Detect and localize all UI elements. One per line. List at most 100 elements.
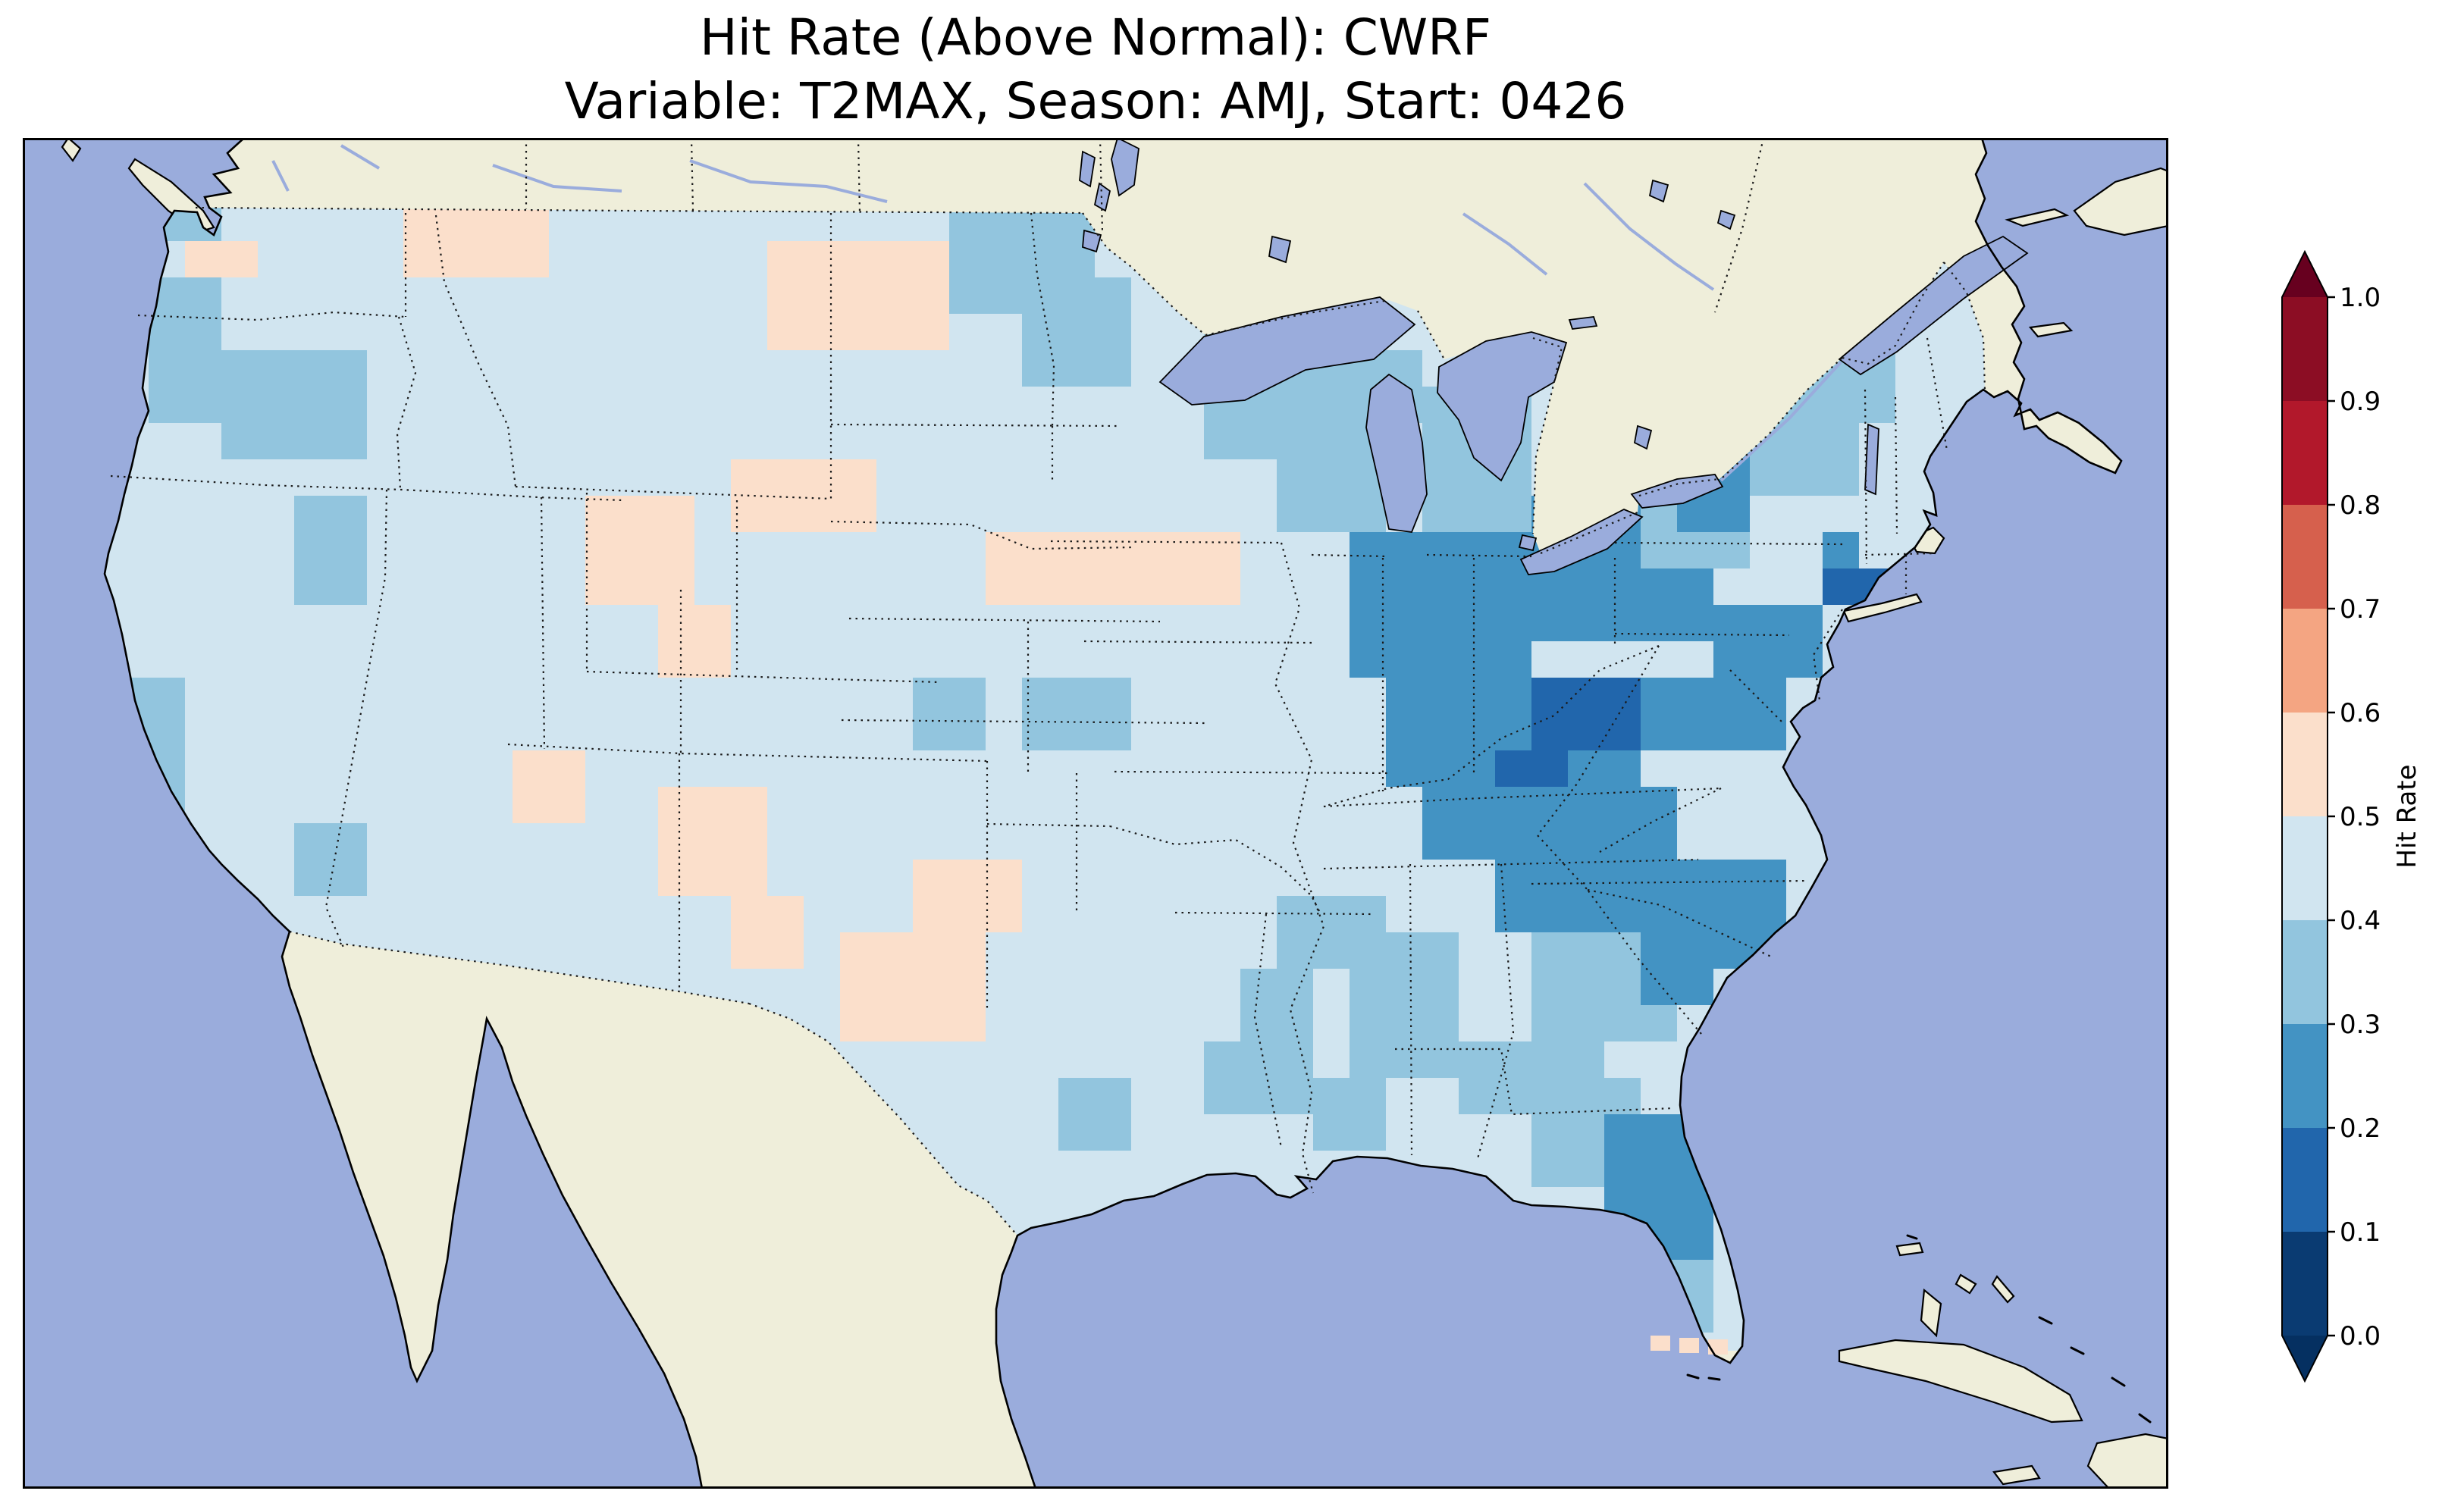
lake-nipissing bbox=[1568, 316, 1598, 330]
lake-simcoe bbox=[1633, 424, 1653, 450]
lake-superior bbox=[1158, 296, 1416, 406]
hit-rate-cell-patch bbox=[1495, 750, 1568, 787]
lake-erie bbox=[1519, 509, 1644, 575]
lake-st-clair bbox=[1518, 534, 1538, 552]
hit-rate-cell-patch bbox=[1204, 1041, 1313, 1114]
hit-rate-cell-patch bbox=[403, 208, 549, 277]
lake-of-the-woods bbox=[1082, 229, 1102, 253]
bahamas-2 bbox=[1955, 1273, 1977, 1295]
hit-rate-cell-patch bbox=[1823, 532, 1859, 568]
newfoundland bbox=[2073, 167, 2168, 236]
hit-rate-cell-patch bbox=[1531, 678, 1641, 750]
hit-rate-cell-patch bbox=[1350, 932, 1459, 1078]
map-axes bbox=[23, 138, 2168, 1489]
hit-rate-cell-patch bbox=[658, 787, 767, 896]
hit-rate-cell-patch bbox=[1422, 787, 1677, 860]
hit-rate-cell-patch bbox=[1641, 678, 1786, 750]
hit-rate-cell-patch bbox=[986, 532, 1131, 605]
colorbar-segment bbox=[2282, 1232, 2328, 1336]
colorbar-tick-label: 0.4 bbox=[2340, 906, 2381, 936]
colorbar-tick-label: 0.0 bbox=[2340, 1321, 2381, 1351]
axes-frame bbox=[23, 138, 2168, 1489]
hit-rate-cell-patch bbox=[1313, 1078, 1386, 1151]
hit-rate-cell-patch bbox=[731, 896, 804, 969]
hit-rate-cell-keys bbox=[1679, 1338, 1699, 1353]
title-line-1: Hit Rate (Above Normal): CWRF bbox=[700, 8, 1491, 67]
colorbar-under-arrow bbox=[2282, 1336, 2328, 1381]
andros-island bbox=[1920, 1288, 1942, 1338]
title-line-2: Variable: T2MAX, Season: AMJ, Start: 042… bbox=[564, 72, 1627, 131]
lake-ontario bbox=[1630, 474, 1724, 509]
colorbar-tick-label: 0.5 bbox=[2340, 802, 2381, 832]
hit-rate-cell-keys bbox=[1651, 1336, 1670, 1351]
colorbar-tick-label: 1.0 bbox=[2340, 283, 2381, 313]
colorbar-tick-label: 0.2 bbox=[2340, 1113, 2381, 1144]
hit-rate-cell-patch bbox=[840, 932, 986, 1041]
lake-nipigon bbox=[1268, 235, 1292, 264]
colorbar-tick-label: 0.7 bbox=[2340, 594, 2381, 625]
hit-rate-cell-patch bbox=[1022, 678, 1131, 750]
anticosti-island bbox=[2005, 208, 2070, 227]
hit-rate-cell-patch bbox=[294, 496, 367, 605]
colorbar-over-arrow bbox=[2282, 252, 2328, 297]
lake-winnipegosis bbox=[1079, 150, 1096, 188]
hit-rate-cell-patch bbox=[1240, 969, 1313, 1041]
colorbar-segment bbox=[2282, 816, 2328, 920]
colorbar-segment bbox=[2282, 401, 2328, 505]
hit-rate-cell-patch bbox=[1350, 532, 1531, 678]
colorbar-segment bbox=[2282, 920, 2328, 1024]
cape-cod bbox=[1908, 526, 1945, 555]
state-and-national-borders bbox=[110, 138, 1986, 1236]
hit-rate-cell-patch bbox=[149, 277, 221, 423]
lake-winnipeg bbox=[1111, 138, 1140, 197]
colorbar-segment bbox=[2282, 1128, 2328, 1232]
prince-edward-island bbox=[2028, 321, 2074, 338]
colorbar-label: Hit Rate bbox=[2392, 764, 2422, 868]
hit-rate-cell-patch bbox=[1022, 277, 1131, 387]
lake-champlain bbox=[1864, 423, 1879, 496]
bahamas-3 bbox=[1991, 1275, 2015, 1304]
hit-rate-cell-patch bbox=[1713, 605, 1823, 678]
colorbar: Hit Rate 1.0 0.9 0.8 0.7 0.6 0.5 0.4 0.3 0.2 0.1 0… bbox=[2281, 250, 2422, 1383]
hit-rate-cell-keys bbox=[1708, 1339, 1728, 1355]
lake-michigan bbox=[1365, 373, 1428, 533]
island-cays bbox=[1686, 1234, 2152, 1424]
hit-rate-cell-patch bbox=[767, 241, 949, 350]
colorbar-tick-label: 0.9 bbox=[2340, 387, 2381, 417]
colorbar-segment bbox=[2282, 297, 2328, 401]
hit-rate-cell-patch bbox=[1277, 459, 1386, 532]
hit-rate-cell-patch bbox=[658, 605, 731, 678]
quebec-lake-2 bbox=[1716, 209, 1736, 230]
colorbar-tick-label: 0.3 bbox=[2340, 1010, 2381, 1040]
colorbar-segment bbox=[2282, 609, 2328, 713]
hit-rate-cell-patch bbox=[1641, 932, 1713, 1005]
hit-rate-cell-patch bbox=[1058, 1078, 1131, 1151]
coastline bbox=[103, 138, 2123, 1489]
hit-rate-cell-patch bbox=[585, 496, 694, 605]
figure-title: Hit Rate (Above Normal): CWRF Variable: … bbox=[23, 6, 2168, 134]
hit-rate-cell-patch bbox=[913, 860, 1022, 932]
lake-manitoba bbox=[1093, 182, 1111, 212]
colorbar-tick-label: 0.8 bbox=[2340, 490, 2381, 521]
quebec-lake-1 bbox=[1648, 179, 1669, 203]
hit-rate-cell-patch bbox=[731, 459, 876, 532]
lake-huron bbox=[1437, 331, 1568, 482]
colorbar-segment bbox=[2282, 505, 2328, 609]
cuba bbox=[1838, 1339, 2083, 1424]
colorbar-segment bbox=[2282, 1024, 2328, 1128]
hit-rate-cell-patch bbox=[221, 350, 367, 459]
bahamas-1 bbox=[1895, 1242, 1924, 1257]
hispaniola bbox=[2086, 1433, 2168, 1489]
hit-rate-cell-patch bbox=[294, 823, 367, 896]
long-island bbox=[1842, 593, 1923, 623]
hit-rate-cell-patch bbox=[913, 678, 986, 750]
hit-rate-cell-patch bbox=[1131, 532, 1240, 605]
st-lawrence-estuary bbox=[1838, 235, 2029, 376]
haida-gwaii bbox=[61, 138, 82, 162]
rivers bbox=[271, 144, 1842, 482]
hit-rate-cell-patch bbox=[513, 750, 585, 823]
colorbar-segment bbox=[2282, 713, 2328, 816]
colorbar-tick-label: 0.1 bbox=[2340, 1217, 2381, 1248]
hit-rate-cell-patch bbox=[185, 241, 258, 277]
